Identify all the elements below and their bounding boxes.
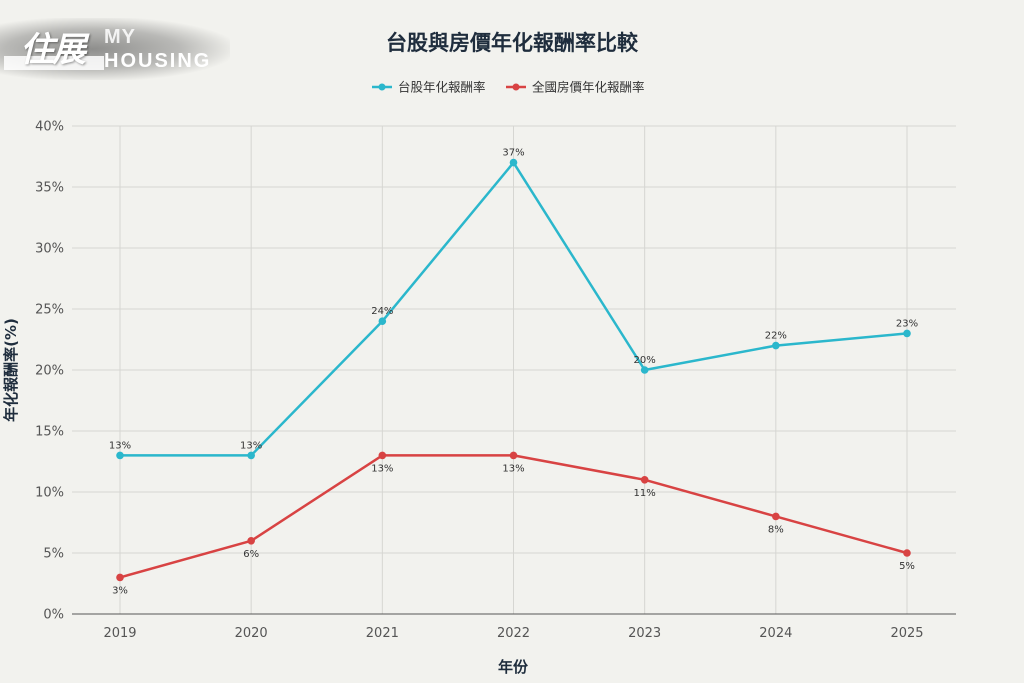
data-point — [247, 537, 255, 545]
data-point — [116, 451, 124, 460]
chart-title: 台股與房價年化報酬率比較 — [386, 31, 639, 55]
data-label: 8% — [768, 524, 784, 535]
x-axis-ticks: 2019 2020 2021 2022 2023 2024 2025 — [103, 626, 923, 641]
legend-label: 全國房價年化報酬率 — [532, 80, 645, 95]
data-point — [116, 573, 124, 582]
data-label: 22% — [765, 331, 787, 342]
series-group: 13% 13% 24% 37% 20% 22% 23% 3% 6% 13% 13% 11% 8% 5% — [109, 148, 918, 597]
x-tick-label: 2023 — [628, 626, 661, 641]
data-point — [509, 158, 518, 167]
y-tick-label: 0% — [43, 608, 64, 623]
y-tick-label: 10% — [35, 486, 64, 501]
data-label: 13% — [109, 440, 131, 451]
data-label: 13% — [502, 463, 524, 474]
data-label: 5% — [899, 561, 915, 572]
x-axis-title: 年份 — [498, 658, 529, 676]
x-tick-label: 2024 — [759, 626, 792, 641]
data-point — [378, 451, 387, 460]
data-point — [772, 341, 780, 350]
legend-marker — [512, 83, 520, 91]
x-tick-label: 2020 — [235, 626, 268, 641]
series-2: 3% 6% 13% 13% 11% 8% 5% — [112, 451, 915, 596]
data-point — [509, 451, 518, 460]
data-point — [247, 451, 255, 460]
x-tick-label: 2021 — [366, 626, 399, 641]
logo-cjk-text: 住展 — [20, 30, 86, 70]
grid — [72, 125, 956, 614]
data-label: 3% — [112, 585, 128, 596]
data-label: 23% — [896, 318, 918, 329]
logo-bar — [4, 56, 104, 70]
data-label: 11% — [634, 488, 656, 499]
x-tick-label: 2025 — [890, 626, 923, 641]
data-label: 24% — [371, 306, 393, 317]
y-axis-title: 年化報酬率(%) — [2, 318, 20, 422]
legend: 台股年化報酬率 全國房價年化報酬率 — [372, 80, 645, 95]
y-axis-ticks: 0% 5% 10% 15% 20% 25% 30% 35% 40% — [35, 120, 64, 623]
data-label: 13% — [240, 440, 262, 451]
data-point — [772, 512, 780, 521]
legend-label: 台股年化報酬率 — [398, 80, 486, 95]
data-point — [903, 329, 911, 338]
data-label: 6% — [243, 549, 259, 560]
y-tick-label: 30% — [35, 242, 64, 257]
y-tick-label: 35% — [35, 181, 64, 196]
data-point — [378, 317, 387, 326]
series-1: 13% 13% 24% 37% 20% 22% 23% — [109, 148, 918, 460]
logo-housing-text: HOUSING — [104, 50, 212, 72]
x-tick-label: 2019 — [103, 626, 136, 641]
data-point — [640, 366, 649, 374]
legend-marker — [378, 83, 386, 91]
data-label: 20% — [634, 355, 656, 366]
data-point — [903, 549, 911, 557]
y-tick-label: 40% — [35, 120, 64, 135]
y-tick-label: 25% — [35, 303, 64, 318]
y-tick-label: 15% — [35, 425, 64, 440]
x-tick-label: 2022 — [497, 626, 530, 641]
brand-logo: 住展 MY HOUSING — [0, 18, 230, 80]
data-label: 37% — [502, 148, 524, 159]
logo-my-text: MY — [104, 26, 136, 48]
y-tick-label: 5% — [43, 547, 64, 562]
y-tick-label: 20% — [35, 364, 64, 379]
data-point — [640, 476, 649, 484]
data-label: 13% — [371, 463, 393, 474]
